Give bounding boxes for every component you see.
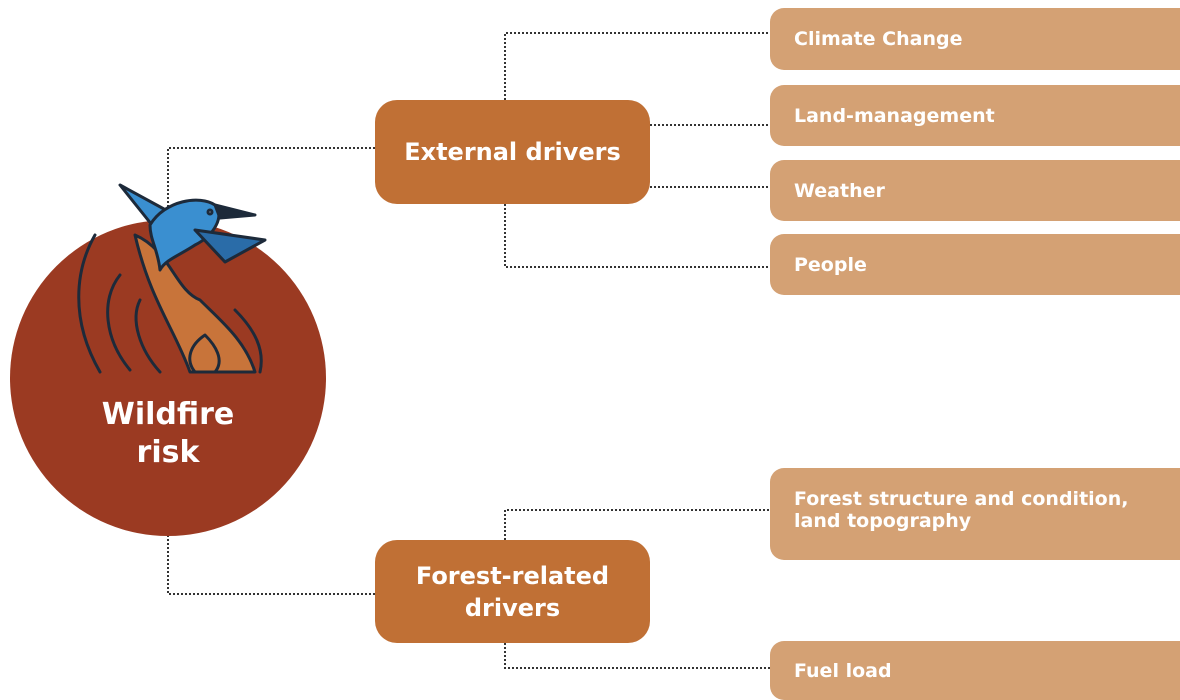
connector — [505, 643, 770, 668]
root-label: Wildfire risk — [100, 396, 236, 472]
leaf-box: Fuel load — [770, 641, 1180, 700]
leaf-box: Climate Change — [770, 8, 1180, 70]
leaf-box: Land-management — [770, 85, 1180, 146]
connector — [505, 204, 770, 267]
group-box: External drivers — [375, 100, 650, 204]
leaf-box: Forest structure and condition, land top… — [770, 468, 1180, 560]
leaf-box: Weather — [770, 160, 1180, 221]
connector — [505, 33, 770, 100]
group-box: Forest-related drivers — [375, 540, 650, 643]
connector — [168, 535, 375, 594]
connector — [505, 510, 770, 540]
diagram: Wildfire risk External drivers Forest-re… — [0, 0, 1180, 700]
leaf-box: People — [770, 234, 1180, 295]
page: {"root": {"label": "Wildfire risk"}, "gr… — [0, 0, 1180, 700]
